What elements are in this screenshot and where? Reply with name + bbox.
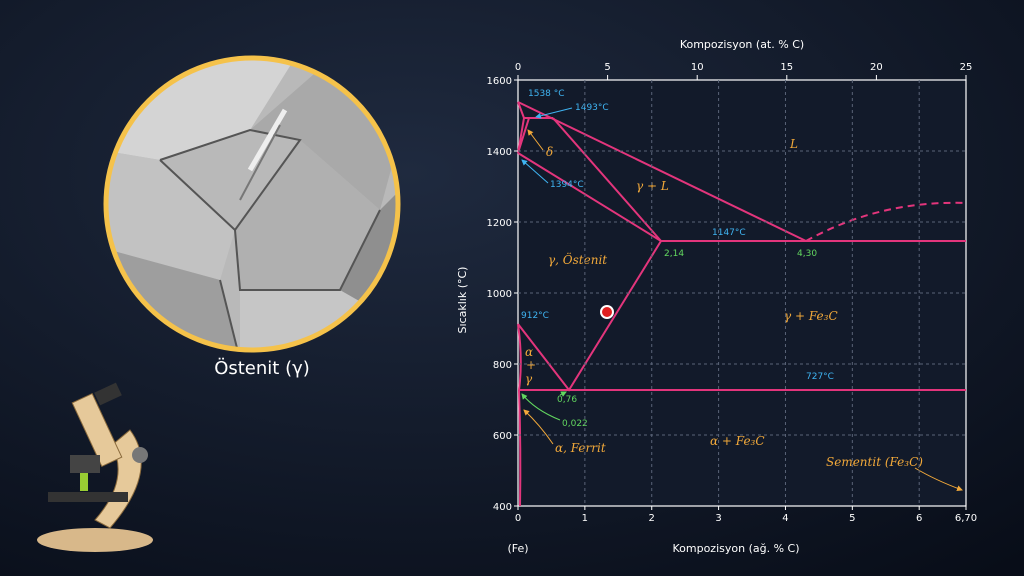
x-tick-label: 0 [515, 513, 521, 524]
arrow [523, 409, 554, 445]
x-tick-label: 6,70 [955, 513, 977, 524]
temp-label: 1147°C [712, 228, 746, 238]
y-axis-label: Sıcaklık (°C) [456, 267, 469, 334]
comp-label: 2,14 [664, 249, 684, 259]
phase-boundaries [517, 101, 967, 507]
arrow [559, 391, 567, 397]
phase-label: Sementit (Fe₃C) [826, 455, 923, 469]
phase-label: α + Fe₃C [710, 434, 765, 448]
arrow [914, 467, 963, 492]
phase-label: δ [546, 145, 553, 159]
phase-label: γ + L [636, 179, 669, 193]
x-top-tick-label: 25 [960, 62, 973, 73]
state-point [600, 305, 614, 319]
comp-label: 0,022 [562, 419, 588, 429]
arrow [527, 129, 544, 151]
y-tick-label: 600 [493, 431, 512, 442]
y-tick-label: 1400 [487, 147, 512, 158]
temp-label: 1394°C [550, 180, 584, 190]
phase-label: α, Ferrit [555, 441, 606, 455]
y-tick-label: 1000 [487, 289, 512, 300]
x-tick-label: 1 [582, 513, 588, 524]
comp-label: 0,76 [557, 395, 577, 405]
phase-label: + [526, 358, 536, 372]
arrow [521, 393, 561, 421]
phase-label: L [789, 137, 798, 151]
x-top-tick-label: 15 [780, 62, 793, 73]
x-top-tick-label: 10 [691, 62, 704, 73]
x-axis-label: Kompozisyon (ağ. % C) [672, 542, 799, 555]
y-tick-label: 800 [493, 360, 512, 371]
phase-label: α [525, 345, 533, 359]
temp-label: 1538 °C [528, 89, 565, 99]
x-tick-label: 3 [715, 513, 721, 524]
x-top-tick-label: 0 [515, 62, 521, 73]
temp-label: 1493°C [575, 103, 609, 113]
x-tick-label: 4 [782, 513, 788, 524]
x-top-axis-label: Kompozisyon (at. % C) [680, 38, 804, 51]
y-tick-label: 1200 [487, 218, 512, 229]
phase-diagram: 1538 °C 1493°C δ 1394°C γ + L L 1147°C 2… [456, 38, 967, 555]
x-top-tick-label: 5 [604, 62, 610, 73]
comp-label: 4,30 [797, 249, 817, 259]
arrow [535, 107, 573, 119]
temp-label: 912°C [521, 311, 549, 321]
x-top-tick-label: 20 [870, 62, 883, 73]
phase-label: γ + Fe₃C [784, 309, 838, 323]
x-tick-label: 6 [916, 513, 922, 524]
phase-label: γ, Östenit [548, 251, 607, 267]
fe-label: (Fe) [507, 542, 528, 555]
temp-label: 727°C [806, 372, 834, 382]
arrow [521, 159, 549, 184]
phase-label: γ [525, 372, 533, 386]
caption: Östenit (γ) [214, 357, 310, 379]
y-tick-label: 400 [493, 502, 512, 513]
x-tick-label: 2 [649, 513, 655, 524]
x-tick-label: 5 [849, 513, 855, 524]
micrograph-frame [103, 55, 401, 353]
y-tick-label: 1600 [487, 76, 512, 87]
microscope-icon [37, 382, 153, 552]
